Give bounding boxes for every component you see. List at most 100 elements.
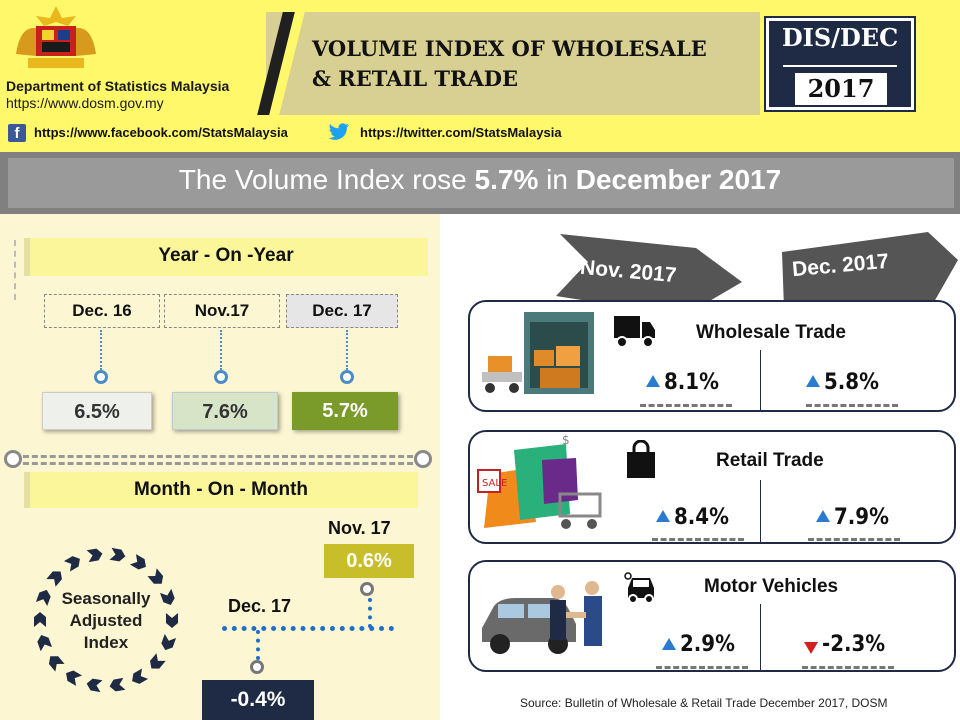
coat-of-arms-icon [16, 6, 96, 68]
source-note: Source: Bulletin of Wholesale & Retail T… [520, 696, 888, 710]
shopping-bags-icon: SALE $ [477, 433, 602, 529]
ring-chevron [159, 588, 175, 605]
motor-dec-value: -2.3% [822, 632, 886, 657]
headline-banner-inner [8, 158, 954, 208]
dec-period-arrow [782, 232, 958, 308]
mom-nov-node [360, 582, 374, 596]
mom-nov-value: 0.6% [324, 544, 414, 578]
mom-baseline [222, 626, 394, 631]
wholesale-nov-value: 8.1% [664, 370, 719, 395]
motor-title: Motor Vehicles [704, 576, 839, 597]
truck-icon [614, 316, 655, 348]
nov-period-arrow [556, 234, 742, 316]
retail-dec-up-icon [816, 510, 830, 522]
divider-node-left [4, 450, 22, 468]
yoy-period-dec16: Dec. 16 [44, 294, 160, 328]
yoy-header-bar [24, 238, 428, 276]
yoy-title: Year - On -Year [158, 245, 294, 266]
wholesale-nov-underline [640, 404, 732, 408]
headline-rate: 5.7% [474, 164, 539, 195]
ring-chevron [132, 668, 149, 684]
ring-chevron [37, 635, 53, 652]
mom-title: Month - On - Month [133, 479, 309, 500]
mom-nov-label: Nov. 17 [328, 518, 391, 538]
yoy-period-dec17: Dec. 17 [286, 294, 398, 328]
shopping-bag-icon [627, 440, 655, 478]
ring-chevron [166, 613, 178, 628]
motor-dec-down-icon [804, 642, 818, 654]
ring-chevron [35, 589, 51, 607]
svg-text:SALE: SALE [482, 478, 507, 489]
mom-header-bar [24, 472, 418, 508]
sai-line-1: Seasonally [61, 589, 151, 608]
wholesale-title: Wholesale Trade [696, 322, 846, 343]
date-divider [783, 65, 897, 67]
ring-chevron [161, 633, 177, 651]
twitter-link[interactable]: https://twitter.com/StatsMalaysia [360, 125, 562, 140]
ring-chevron [109, 677, 126, 692]
headline-period: December 2017 [575, 164, 782, 195]
facebook-link[interactable]: https://www.facebook.com/StatsMalaysia [34, 125, 288, 140]
ring-chevron [86, 548, 103, 563]
yoy-value-dec16: 6.5% [42, 392, 152, 430]
retail-nov-underline [652, 538, 744, 542]
yoy-connector-3 [346, 330, 348, 370]
yoy-connector-1 [100, 330, 102, 370]
wholesale-dec-up-icon [806, 375, 820, 387]
motor-dec-underline [802, 666, 894, 670]
mom-dec-value: -0.4% [202, 680, 314, 720]
headline-middle: in [538, 164, 576, 195]
ring-chevron [129, 554, 146, 570]
retail-dec-underline [808, 538, 900, 542]
motor-divider [760, 604, 761, 670]
motor-nov-underline [656, 666, 748, 670]
ring-chevron [34, 612, 46, 627]
yoy-value-dec17: 5.7% [292, 392, 398, 430]
department-url[interactable]: https://www.dosm.gov.my [6, 95, 164, 111]
rotating-arrows-icon [34, 547, 178, 693]
title-line-2: & RETAIL TRADE [312, 66, 518, 91]
yoy-node-3 [340, 370, 354, 384]
mom-dec-label: Dec. 17 [228, 596, 292, 616]
retail-divider [760, 480, 761, 542]
mom-dec-connector [256, 630, 260, 660]
ring-chevron [150, 653, 166, 669]
mom-dec-node [250, 660, 264, 674]
car-handshake-icon [482, 581, 602, 654]
svg-text:$: $ [562, 433, 570, 447]
mom-nov-connector [368, 598, 372, 628]
dotted-connector [14, 240, 24, 300]
date-badge: DIS/DEC 2017 [764, 16, 916, 112]
retail-title: Retail Trade [716, 450, 824, 471]
ring-chevron [46, 571, 62, 587]
headline: The Volume Index rose 5.7% in December 2… [0, 164, 960, 196]
wholesale-dec-underline [806, 404, 898, 408]
retail-dec-value: 7.9% [834, 505, 889, 530]
divider-node-right [414, 450, 432, 468]
date-month: DIS/DEC [781, 23, 899, 52]
yoy-connector-2 [220, 330, 222, 370]
twitter-icon[interactable] [328, 123, 350, 141]
retail-nov-up-icon [656, 510, 670, 522]
section-divider [14, 455, 422, 465]
ring-chevron [66, 670, 83, 686]
department-name: Department of Statistics Malaysia [6, 78, 230, 94]
ring-chevron [147, 568, 164, 584]
yoy-period-nov17: Nov.17 [164, 294, 280, 328]
sai-line-2: Adjusted [69, 611, 143, 630]
sai-line-3: Index [83, 633, 129, 652]
yoy-node-1 [94, 370, 108, 384]
warehouse-icon [482, 312, 594, 394]
yoy-value-nov17: 7.6% [172, 392, 278, 430]
title-panel [266, 12, 760, 115]
wholesale-nov-up-icon [646, 375, 660, 387]
page-title: VOLUME INDEX OF WHOLESALE & RETAIL TRADE [312, 34, 707, 94]
retail-nov-value: 8.4% [674, 505, 729, 530]
wholesale-divider [760, 350, 761, 410]
ring-chevron [48, 656, 65, 672]
motor-nov-value: 2.9% [680, 632, 735, 657]
facebook-icon[interactable]: f [8, 124, 26, 142]
ring-chevron [109, 547, 126, 562]
wholesale-dec-value: 5.8% [824, 370, 879, 395]
date-year: 2017 [795, 73, 887, 105]
